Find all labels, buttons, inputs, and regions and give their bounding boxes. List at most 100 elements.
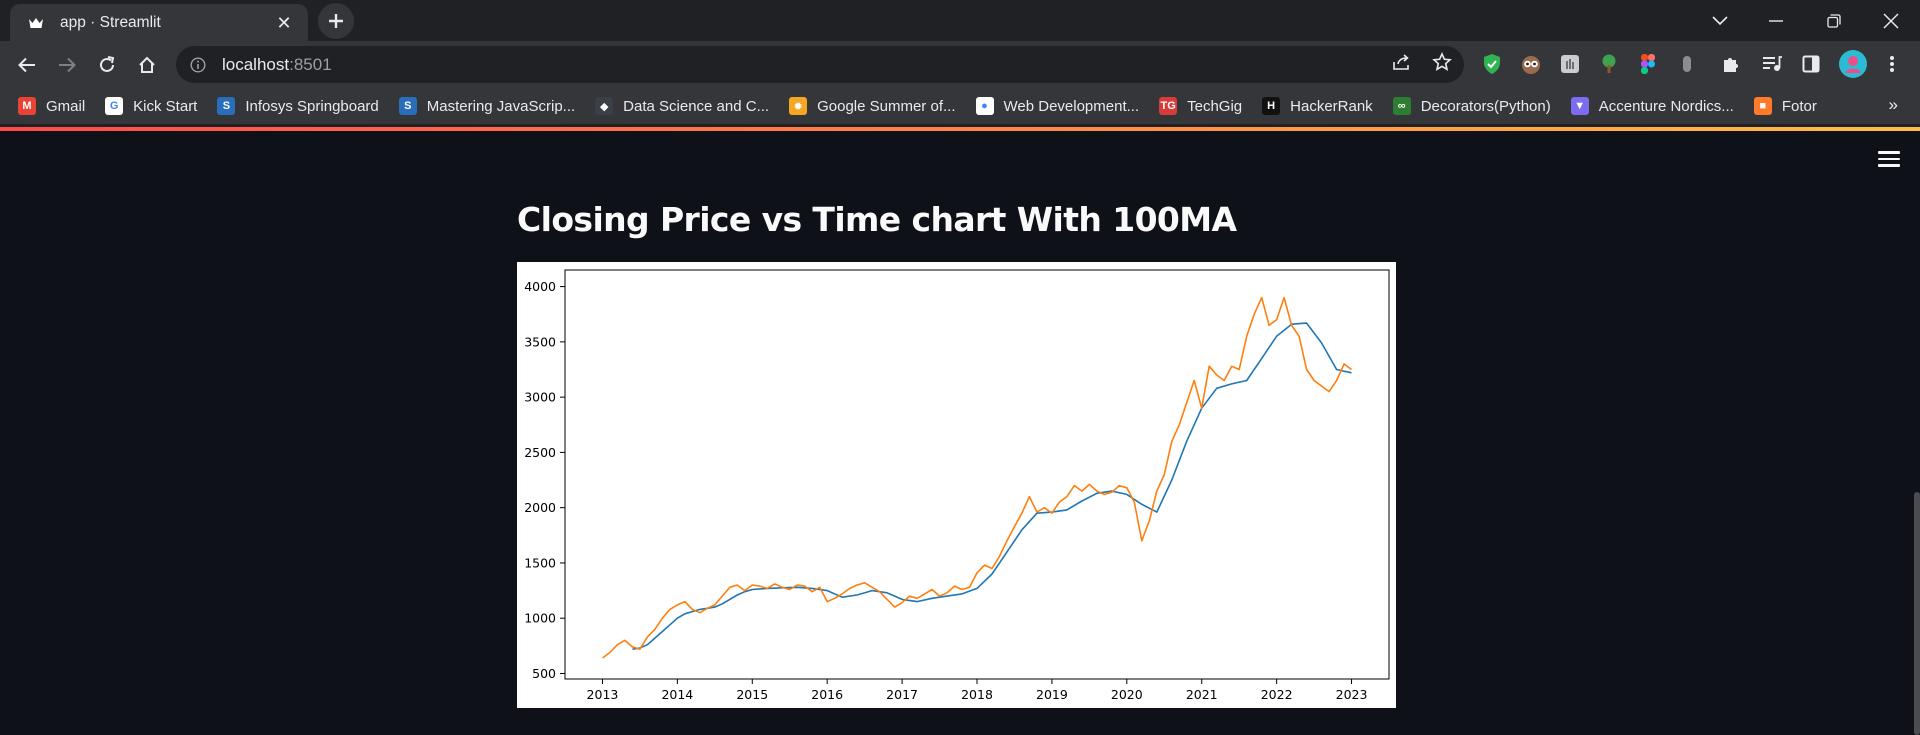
bookmark-label: HackerRank: [1290, 97, 1373, 115]
datascience-icon: ◆: [595, 97, 614, 115]
bookmark-1[interactable]: G Kick Start: [105, 92, 197, 120]
hand-extension-icon[interactable]: [1557, 51, 1583, 77]
bookmark-label: Fotor: [1781, 97, 1817, 115]
minimize-button[interactable]: [1748, 0, 1804, 41]
page-scrollbar[interactable]: [1914, 492, 1920, 735]
y-tick-label: 1500: [524, 555, 556, 570]
fotor-icon: ■: [1753, 97, 1772, 115]
y-tick-label: 2500: [524, 445, 556, 460]
home-button[interactable]: [129, 47, 165, 83]
bookmark-label: Google Summer of...: [817, 97, 956, 115]
bookmark-5[interactable]: ✹ Google Summer of...: [789, 92, 956, 120]
y-tick-label: 3000: [524, 390, 556, 405]
capsule-extension-icon[interactable]: [1674, 51, 1700, 77]
puzzle-extensions-icon[interactable]: [1718, 51, 1744, 77]
bookmark-star-icon[interactable]: [1432, 52, 1452, 77]
address-bar[interactable]: localhost:8501: [176, 46, 1464, 83]
page-title: Closing Price vs Time chart With 100MA: [517, 200, 1237, 239]
bookmark-label: Data Science and C...: [623, 97, 770, 115]
bookmark-label: TechGig: [1187, 97, 1243, 115]
bookmark-9[interactable]: ∞ Decorators(Python): [1392, 92, 1551, 120]
streamlit-decoration-bar: [0, 127, 1920, 131]
google-icon: G: [105, 97, 124, 115]
arrow-right-icon: [59, 57, 76, 73]
chrome-menu-icon[interactable]: [1879, 51, 1905, 77]
reload-icon: [100, 56, 115, 72]
y-tick-label: 1000: [524, 611, 556, 626]
bookmark-label: Accenture Nordics...: [1598, 97, 1734, 115]
close-window-button[interactable]: [1863, 0, 1919, 41]
reload-button[interactable]: [89, 47, 125, 83]
tab-title: app · Streamlit: [60, 13, 161, 31]
springboard-icon: S: [217, 97, 236, 115]
chart-container: 2013 2014 2015 2016 2017 2018 2019 2020 2021 2022…: [517, 262, 1396, 708]
adblock-shield-icon[interactable]: [1479, 51, 1505, 77]
info-icon[interactable]: [188, 55, 208, 75]
figma-icon[interactable]: [1635, 51, 1661, 77]
x-tick-label: 2019: [1036, 687, 1068, 702]
x-tick-label: 2021: [1186, 687, 1218, 702]
bookmark-8[interactable]: H HackerRank: [1262, 92, 1373, 120]
streamlit-crown-icon: [26, 13, 46, 33]
bookmark-4[interactable]: ◆ Data Science and C...: [595, 92, 769, 120]
owl-extension-icon[interactable]: [1518, 51, 1544, 77]
x-tick-label: 2023: [1336, 687, 1368, 702]
bookmark-3[interactable]: S Mastering JavaScrip...: [398, 92, 576, 120]
accenture-icon: ▼: [1570, 97, 1589, 115]
bookmark-label: Kick Start: [133, 97, 198, 115]
restore-icon: [1827, 13, 1841, 28]
x-tick-label: 2017: [886, 687, 918, 702]
gsoc-icon: ✹: [789, 97, 808, 115]
bookmark-2[interactable]: S Infosys Springboard: [217, 92, 379, 120]
restore-button[interactable]: [1806, 0, 1862, 41]
y-tick-label: 500: [532, 666, 556, 681]
arrow-left-icon: [18, 57, 35, 73]
main-menu-hamburger-icon[interactable]: [1878, 151, 1900, 169]
tree-extension-icon[interactable]: [1596, 51, 1622, 77]
bookmark-label: Gmail: [46, 97, 86, 115]
bookmark-label: Decorators(Python): [1420, 97, 1551, 115]
x-tick-label: 2016: [811, 687, 843, 702]
forward-button[interactable]: [49, 47, 85, 83]
media-playlist-icon[interactable]: [1759, 51, 1785, 77]
closing-price-chart: 2013 2014 2015 2016 2017 2018 2019 2020 2021 2022…: [524, 269, 1390, 702]
bookmark-7[interactable]: TG TechGig: [1159, 92, 1242, 120]
profile-avatar[interactable]: [1838, 49, 1868, 79]
y-tick-label: 4000: [524, 279, 556, 294]
back-button[interactable]: [9, 47, 45, 83]
x-tick-label: 2013: [587, 687, 619, 702]
gmail-icon: M: [18, 97, 36, 115]
bookmark-label: Infosys Springboard: [245, 97, 379, 115]
bookmark-6[interactable]: ● Web Development...: [975, 92, 1140, 120]
plus-icon: [329, 14, 343, 28]
hackerrank-icon: H: [1262, 97, 1281, 115]
side-panel-icon[interactable]: [1798, 51, 1824, 77]
tab-close-icon[interactable]: ✕: [276, 12, 292, 33]
tab-search-button[interactable]: [1692, 0, 1748, 41]
x-tick-label: 2022: [1261, 687, 1293, 702]
bookmark-11[interactable]: ■ Fotor: [1753, 92, 1817, 120]
home-icon: [139, 56, 155, 73]
url-port: :8501: [289, 54, 332, 74]
x-tick-label: 2015: [736, 687, 768, 702]
x-tick-label: 2014: [661, 687, 693, 702]
bookmarks-overflow-icon[interactable]: »: [1888, 95, 1898, 114]
url-text[interactable]: localhost:8501: [222, 55, 332, 75]
share-icon[interactable]: [1392, 53, 1412, 76]
bookmark-0[interactable]: M Gmail: [18, 92, 85, 120]
x-tick-label: 2020: [1111, 687, 1143, 702]
bookmark-label: Web Development...: [1003, 97, 1140, 115]
bookmark-label: Mastering JavaScrip...: [426, 97, 576, 115]
browser-titlebar: app · Streamlit ✕: [0, 0, 1920, 41]
y-tick-label: 2000: [524, 500, 556, 515]
webdev-icon: ●: [975, 97, 994, 115]
series-line-close: [602, 296, 1352, 659]
browser-tab[interactable]: app · Streamlit ✕: [10, 4, 308, 41]
series-line-100ma: [632, 322, 1352, 650]
bookmark-10[interactable]: ▼ Accenture Nordics...: [1570, 92, 1734, 120]
chevron-down-icon: [1712, 15, 1728, 25]
new-tab-button[interactable]: [318, 3, 354, 39]
decorators-icon: ∞: [1392, 97, 1411, 115]
url-host: localhost: [222, 54, 290, 74]
springboard-icon: S: [398, 97, 417, 115]
